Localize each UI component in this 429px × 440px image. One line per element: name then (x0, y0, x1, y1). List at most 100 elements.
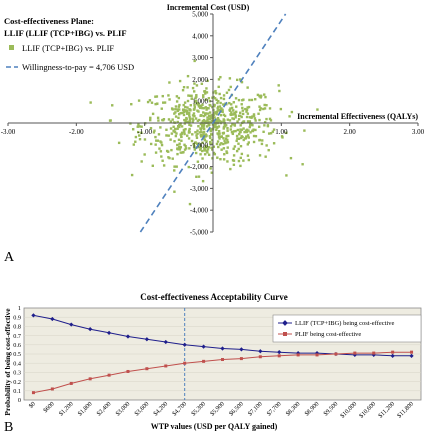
scatter-point (193, 148, 197, 151)
scatter-point (252, 140, 256, 144)
scatter-point (204, 120, 207, 123)
data-point (125, 334, 131, 339)
scatter-point (143, 153, 146, 156)
scatter-point (108, 119, 112, 122)
scatter-point (173, 112, 176, 115)
scatter-point (211, 157, 214, 160)
scatter-point (191, 86, 195, 90)
scatter-point (220, 135, 223, 139)
x-tick-label: $1,200 (58, 400, 75, 417)
scatter-point (199, 153, 202, 156)
scatter-point (235, 78, 239, 82)
scatter-point (184, 147, 188, 150)
scatter-point (162, 101, 165, 104)
scatter-point (188, 113, 191, 117)
scatter-point (194, 131, 197, 134)
scatter-point (193, 106, 196, 109)
scatter-point (228, 109, 232, 112)
scatter-point (269, 119, 273, 122)
scatter-point (209, 128, 213, 131)
scatter-point (161, 94, 164, 98)
scatter-point (182, 128, 186, 132)
scatter-point (201, 179, 205, 183)
scatter-point (186, 74, 190, 78)
scatter-point (216, 101, 219, 105)
scatter-point (203, 138, 207, 142)
chart-title-line-2: LLIF (LLIF (TCP+IBG) vs. PLIF (4, 28, 127, 38)
scatter-point (285, 131, 288, 135)
scatter-point (134, 135, 138, 139)
scatter-point (246, 154, 250, 157)
scatter-point (210, 171, 214, 174)
scatter-point (187, 137, 191, 140)
scatter-point (219, 96, 223, 100)
scatter-point (153, 129, 156, 132)
scatter-point (197, 104, 201, 107)
scatter-point (209, 104, 212, 107)
x-tick-label: $600 (42, 400, 56, 414)
scatter-point (217, 85, 220, 89)
scatter-point (198, 131, 202, 134)
scatter-point (202, 130, 206, 134)
scatter-point (222, 113, 226, 117)
scatter-point (165, 128, 168, 131)
scatter-point (216, 119, 220, 123)
scatter-point (210, 142, 214, 145)
scatter-point (197, 125, 200, 128)
scatter-point (213, 97, 217, 100)
scatter-point (183, 101, 187, 104)
scatter-point (211, 96, 214, 99)
scatter-point (138, 125, 141, 128)
scatter-point (258, 154, 262, 157)
scatter-point (189, 108, 192, 112)
scatter-point (176, 127, 179, 130)
scatter-point (234, 110, 238, 114)
scatter-point (213, 111, 217, 114)
scatter-point (134, 140, 137, 143)
scatter-point (221, 110, 224, 114)
data-point (182, 342, 187, 347)
x-tick-label: $0 (28, 400, 37, 409)
scatter-point (248, 98, 251, 102)
data-point (315, 353, 319, 357)
scatter-point (210, 138, 214, 142)
scatter-point (230, 106, 234, 110)
scatter-point (218, 143, 222, 146)
scatter-point (203, 146, 206, 149)
scatter-point (186, 86, 189, 89)
scatter-point (210, 119, 214, 123)
scatter-point (205, 134, 208, 137)
y-tick-label: 0.9 (13, 314, 21, 321)
chart-title-line-1: Cost-effectiveness Plane: (4, 16, 94, 26)
scatter-point (163, 101, 167, 104)
scatter-point (239, 124, 242, 127)
scatter-point (240, 115, 243, 119)
scatter-point (249, 131, 252, 134)
scatter-point (231, 123, 234, 126)
scatter-point (178, 79, 182, 83)
scatter-point (204, 98, 208, 101)
x-axis-label: Incremental Effectiveness (QALYs) (297, 112, 418, 121)
scatter-point (201, 103, 204, 106)
scatter-point (190, 139, 194, 143)
scatter-point (258, 94, 261, 98)
scatter-point (202, 111, 205, 114)
scatter-point (149, 142, 153, 146)
y-tick-label: 0.6 (13, 342, 21, 349)
x-tick-label: $7,700 (266, 400, 283, 417)
scatter-point (231, 117, 234, 120)
scatter-point (204, 144, 208, 148)
scatter-point (235, 105, 238, 108)
scatter-point (130, 102, 133, 106)
scatter-point (253, 117, 257, 120)
scatter-point (234, 112, 237, 115)
scatter-point (191, 117, 194, 120)
scatter-point (217, 99, 220, 103)
scatter-point (230, 111, 233, 114)
y-tick-label: 0 (18, 397, 21, 404)
scatter-point (160, 107, 163, 110)
data-point (239, 347, 244, 352)
scatter-point (182, 86, 186, 89)
scatter-point (227, 88, 231, 92)
scatter-point (241, 106, 244, 110)
